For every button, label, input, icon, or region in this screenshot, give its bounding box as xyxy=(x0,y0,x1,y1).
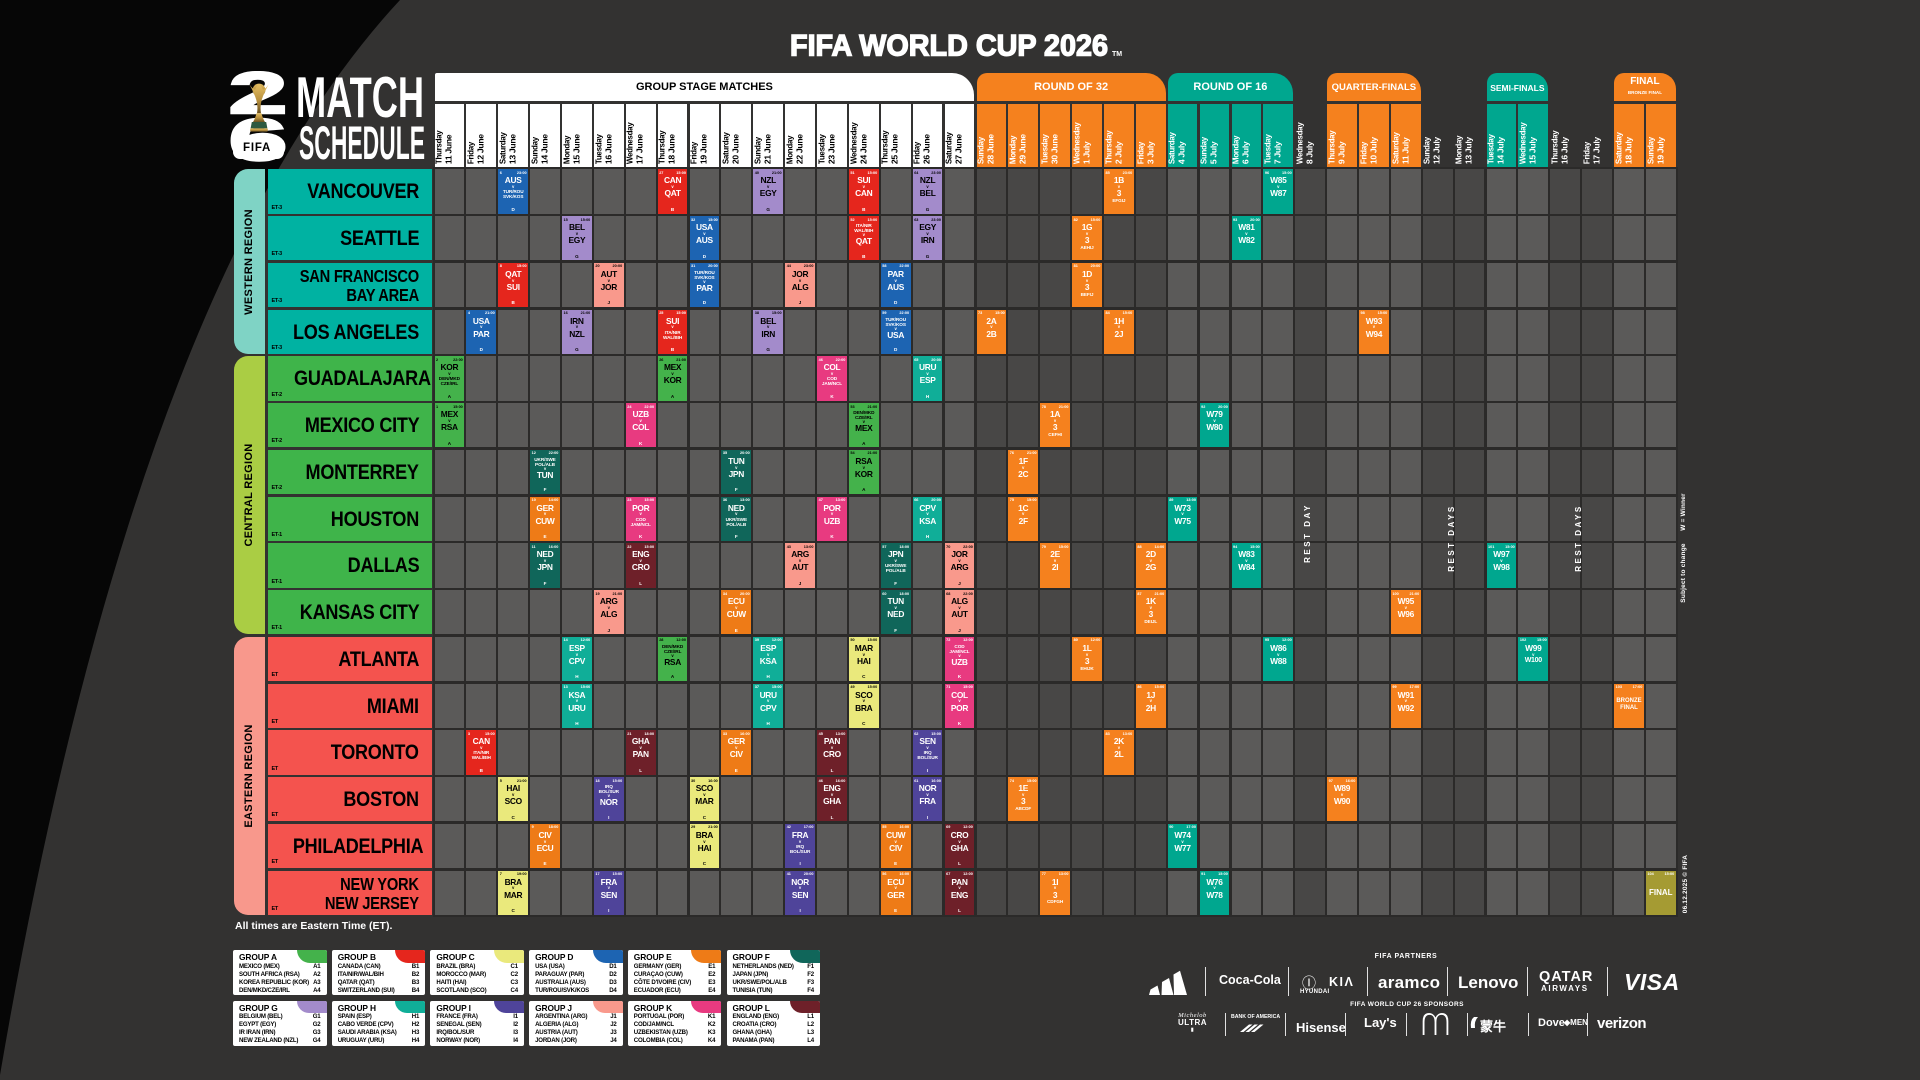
svg-text:SCHEDULE: SCHEDULE xyxy=(299,117,425,165)
svg-text:FIFA WORLD CUP 2026: FIFA WORLD CUP 2026 xyxy=(790,30,1108,63)
svg-text:TM: TM xyxy=(1112,51,1122,58)
svg-text:MATCH: MATCH xyxy=(296,73,424,130)
